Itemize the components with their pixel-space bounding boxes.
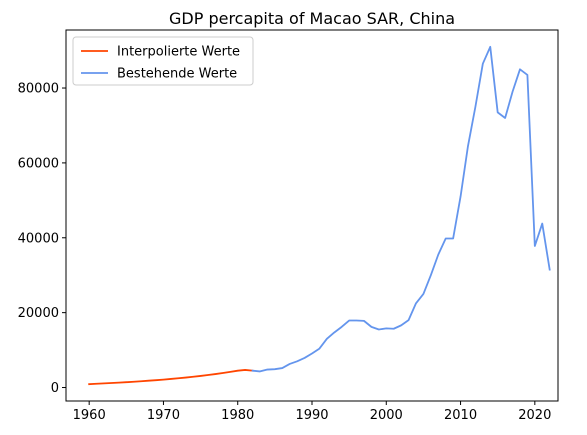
y-axis: 0 20000 40000 60000 80000 — [18, 82, 66, 396]
y-tick-label: 60000 — [18, 156, 59, 171]
x-axis: 19601970198019902000201020202030 — [73, 401, 551, 423]
x-tick-label: 2000 — [370, 408, 403, 423]
series-line-bestehende-werte — [251, 45, 551, 373]
y-tick-label: 0 — [51, 381, 59, 396]
legend-box — [72, 36, 254, 86]
x-tick-label: 1970 — [147, 408, 180, 423]
y-tick-label: 20000 — [18, 306, 59, 321]
x-tick-label: 1980 — [221, 408, 254, 423]
series-line-interpolierte-werte — [88, 369, 254, 386]
y-tick-label: 80000 — [18, 82, 59, 97]
x-tick-label: 1990 — [295, 408, 328, 423]
legend: Interpolierte Werte Bestehende Werte — [72, 36, 254, 86]
plot-area — [88, 45, 551, 386]
x-tick-label: 1960 — [73, 408, 106, 423]
axes-frame — [65, 29, 559, 402]
y-tick-label: 40000 — [18, 231, 59, 246]
legend-label-bestehende-werte: Bestehende Werte — [117, 67, 237, 82]
x-tick-label: 2010 — [444, 408, 477, 423]
x-tick-label: 2020 — [518, 408, 551, 423]
legend-label-interpolierte-werte: Interpolierte Werte — [117, 45, 240, 60]
chart-title: GDP percapita of Macao SAR, China — [169, 9, 455, 28]
